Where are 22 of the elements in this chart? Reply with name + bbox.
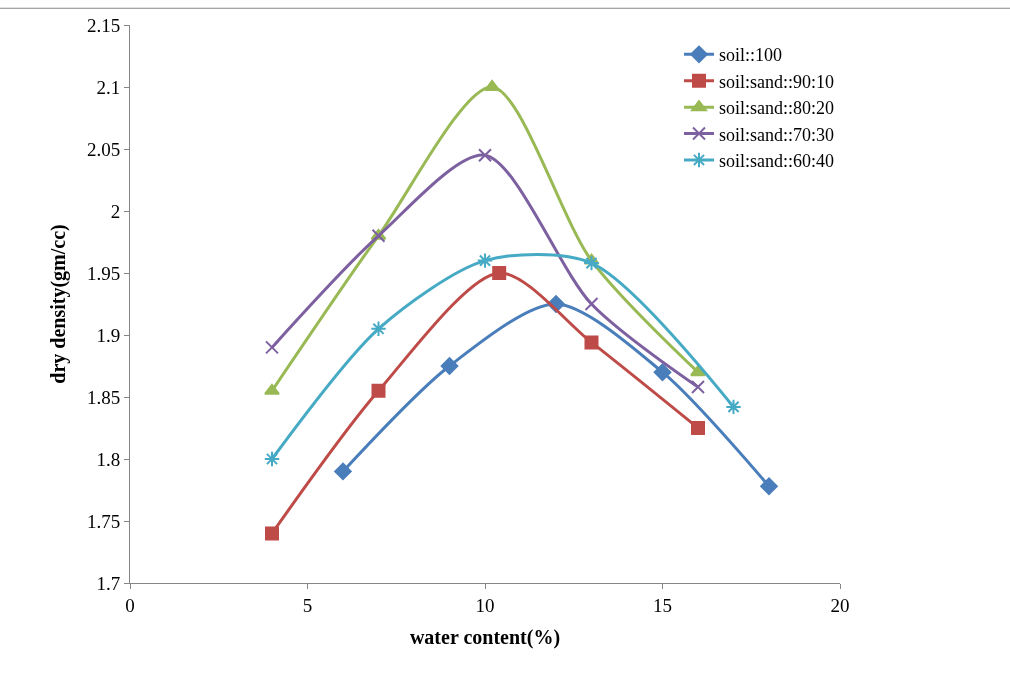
y-axis-title: dry density(gm/cc)	[47, 224, 71, 384]
legend-label: soil:sand::90:10	[719, 71, 835, 92]
y-tick-label: 1.9	[96, 324, 121, 346]
x-tick-label: 0	[125, 594, 135, 616]
y-tick-label: 2.05	[86, 138, 121, 160]
legend-label: soil::100	[719, 45, 783, 66]
x-tick-label: 10	[475, 594, 495, 616]
y-tick-label: 1.8	[96, 448, 121, 470]
x-tick-label: 5	[302, 594, 313, 616]
y-tick-label: 1.75	[86, 510, 121, 532]
x-tick-label: 15	[653, 594, 672, 616]
y-tick-label: 2.15	[86, 14, 121, 36]
x-tick-label: 20	[830, 594, 850, 616]
legend-label: soil:sand::70:30	[719, 124, 835, 145]
y-tick-label: 1.95	[86, 262, 121, 284]
y-tick-label: 1.85	[86, 386, 121, 408]
legend-label: soil:sand::60:40	[719, 150, 835, 171]
y-tick-label: 2	[110, 200, 121, 222]
legend-label: soil:sand::80:20	[719, 98, 835, 119]
y-tick-label: 2.1	[96, 76, 121, 98]
x-axis-title: water content(%)	[409, 626, 561, 650]
y-tick-label: 1.7	[96, 572, 121, 594]
